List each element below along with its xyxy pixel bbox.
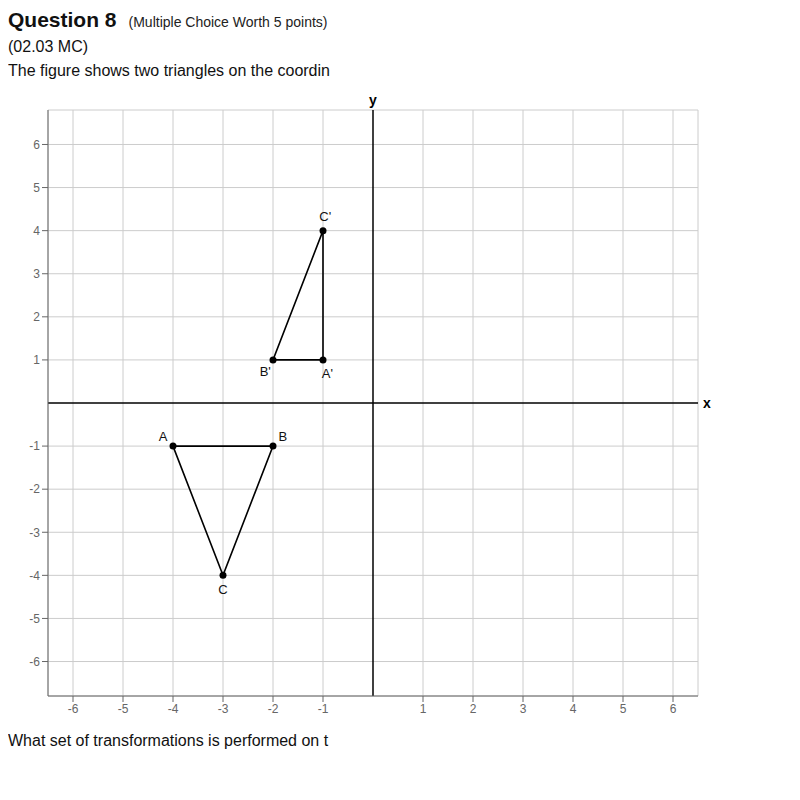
svg-text:-1: -1 bbox=[29, 439, 40, 453]
svg-text:C: C bbox=[218, 582, 227, 597]
svg-text:3: 3 bbox=[520, 702, 527, 716]
svg-text:-1: -1 bbox=[318, 702, 329, 716]
html-text:What set of transformations is: What set of transformations is performed… bbox=[8, 732, 329, 749]
html-text:(Multiple Choice Worth 5 point: (Multiple Choice Worth 5 points) bbox=[128, 14, 328, 30]
svg-text:4: 4 bbox=[33, 224, 40, 238]
svg-text:-4: -4 bbox=[168, 702, 179, 716]
svg-text:-3: -3 bbox=[218, 702, 229, 716]
svg-text:1: 1 bbox=[420, 702, 427, 716]
html-text:Question 8: Question 8 bbox=[8, 8, 117, 31]
svg-text:A': A' bbox=[322, 366, 333, 381]
svg-text:A: A bbox=[159, 429, 168, 444]
svg-text:-6: -6 bbox=[68, 702, 79, 716]
svg-text:-4: -4 bbox=[29, 569, 40, 583]
html-text:(02.03 MC): (02.03 MC) bbox=[8, 38, 88, 55]
svg-text:5: 5 bbox=[620, 702, 627, 716]
svg-text:2: 2 bbox=[470, 702, 477, 716]
svg-text:3: 3 bbox=[33, 267, 40, 281]
svg-text:B: B bbox=[279, 429, 288, 444]
svg-text:4: 4 bbox=[570, 702, 577, 716]
svg-text:-6: -6 bbox=[29, 655, 40, 669]
svg-text:-3: -3 bbox=[29, 526, 40, 540]
svg-text:2: 2 bbox=[33, 310, 40, 324]
svg-text:6: 6 bbox=[670, 702, 677, 716]
svg-text:x: x bbox=[703, 395, 711, 411]
svg-text:1: 1 bbox=[33, 353, 40, 367]
svg-text:-2: -2 bbox=[29, 482, 40, 496]
html-text:The figure shows two triangles: The figure shows two triangles on the co… bbox=[8, 62, 330, 79]
svg-text:C': C' bbox=[319, 209, 331, 224]
svg-text:-5: -5 bbox=[118, 702, 129, 716]
svg-text:-2: -2 bbox=[268, 702, 279, 716]
svg-text:6: 6 bbox=[33, 138, 40, 152]
svg-text:-5: -5 bbox=[29, 612, 40, 626]
svg-text:y: y bbox=[369, 92, 377, 108]
svg-text:5: 5 bbox=[33, 181, 40, 195]
svg-text:B': B' bbox=[260, 364, 271, 379]
